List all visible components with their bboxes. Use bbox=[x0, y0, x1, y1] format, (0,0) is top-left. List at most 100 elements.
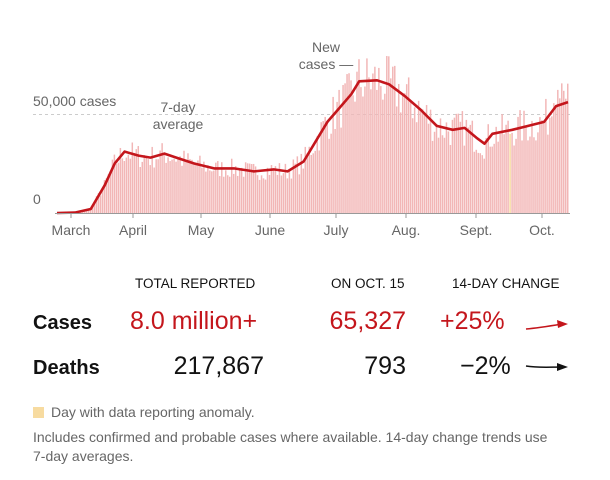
bar-day-216 bbox=[483, 158, 485, 213]
bar-day-152 bbox=[356, 71, 358, 214]
bar-day-22 bbox=[97, 193, 100, 213]
bar-day-244 bbox=[539, 117, 541, 213]
bar-day-98 bbox=[248, 163, 251, 213]
bar-day-86 bbox=[225, 170, 227, 213]
bar-day-154 bbox=[360, 87, 362, 213]
bar-day-21 bbox=[95, 196, 98, 213]
bar-day-77 bbox=[207, 165, 209, 213]
bar-day-90 bbox=[232, 173, 235, 213]
bar-day-59 bbox=[171, 159, 173, 213]
bar-day-196 bbox=[443, 137, 446, 213]
bar-day-16 bbox=[85, 209, 88, 213]
bar-day-126 bbox=[304, 146, 307, 213]
bar-day-223 bbox=[497, 141, 499, 213]
bar-day-142 bbox=[336, 101, 338, 213]
bar-day-63 bbox=[179, 156, 181, 213]
bar-day-170 bbox=[392, 66, 394, 214]
bar-day-83 bbox=[219, 176, 221, 213]
bar-day-105 bbox=[262, 178, 265, 213]
bar-day-91 bbox=[234, 166, 237, 213]
bar-day-82 bbox=[217, 161, 219, 213]
bar-day-17 bbox=[87, 209, 90, 213]
cases-on-date: 65,327 bbox=[329, 307, 406, 335]
bar-day-73 bbox=[199, 155, 201, 213]
bar-day-232 bbox=[515, 138, 517, 213]
bar-day-28 bbox=[109, 170, 112, 213]
annotation-average-1: 7-day bbox=[160, 99, 195, 115]
bar-day-164 bbox=[380, 86, 382, 213]
x-label-july: July bbox=[324, 222, 349, 238]
bar-day-76 bbox=[205, 171, 207, 213]
deaths-trend-arrow-icon bbox=[525, 363, 568, 371]
y-tick-0: 0 bbox=[33, 191, 41, 207]
bar-day-92 bbox=[236, 175, 239, 213]
bar-day-139 bbox=[330, 133, 332, 213]
bar-day-68 bbox=[189, 159, 191, 213]
bar-day-110 bbox=[272, 169, 275, 213]
bar-day-172 bbox=[396, 106, 398, 213]
bar-day-80 bbox=[213, 170, 215, 213]
bar-day-89 bbox=[230, 158, 233, 213]
bar-day-217 bbox=[485, 137, 487, 213]
bar-day-256 bbox=[563, 90, 565, 213]
bar-day-245 bbox=[541, 120, 543, 213]
bar-day-50 bbox=[153, 167, 155, 213]
bar-day-143 bbox=[338, 89, 340, 213]
bar-day-87 bbox=[227, 175, 229, 213]
bar-day-103 bbox=[258, 179, 261, 213]
bar-day-158 bbox=[368, 77, 370, 213]
bar-day-221 bbox=[493, 143, 495, 213]
bar-day-237 bbox=[525, 126, 527, 213]
bar-day-71 bbox=[195, 163, 197, 213]
bar-day-116 bbox=[284, 163, 287, 213]
bar-day-37 bbox=[127, 154, 130, 213]
bar-day-56 bbox=[165, 162, 167, 213]
bar-day-138 bbox=[328, 138, 330, 213]
x-label-sept: Sept. bbox=[460, 222, 493, 238]
bar-day-94 bbox=[240, 167, 243, 213]
bar-day-145 bbox=[342, 84, 344, 213]
bar-day-147 bbox=[346, 74, 348, 213]
bar-day-197 bbox=[445, 122, 448, 213]
bar-day-236 bbox=[523, 110, 525, 213]
bar-day-163 bbox=[378, 67, 380, 213]
bar-day-106 bbox=[264, 179, 267, 213]
bar-day-222 bbox=[495, 126, 497, 213]
bar-day-118 bbox=[288, 170, 291, 213]
bar-day-153 bbox=[358, 59, 360, 213]
bar-day-74 bbox=[201, 167, 203, 213]
bar-day-19 bbox=[91, 205, 94, 213]
bar-day-122 bbox=[296, 156, 299, 213]
bar-day-125 bbox=[302, 168, 305, 213]
bar-day-131 bbox=[314, 150, 316, 213]
bar-day-165 bbox=[382, 99, 384, 213]
bar-day-186 bbox=[423, 113, 426, 213]
bar-day-176 bbox=[403, 93, 406, 213]
anomaly-swatch bbox=[33, 407, 44, 418]
bar-day-208 bbox=[467, 127, 470, 213]
bar-day-184 bbox=[419, 109, 422, 213]
bar-day-156 bbox=[364, 86, 366, 213]
bar-day-192 bbox=[435, 124, 438, 213]
bar-day-207 bbox=[465, 119, 468, 213]
cases-row: Cases 8.0 million+ 65,327 +25% bbox=[0, 306, 610, 340]
bar-day-46 bbox=[145, 156, 147, 213]
annotation-average-2: average bbox=[153, 116, 204, 132]
bar-day-191 bbox=[433, 131, 436, 213]
bar-day-67 bbox=[187, 153, 189, 213]
bar-day-200 bbox=[451, 119, 454, 213]
bar-day-123 bbox=[298, 174, 301, 213]
bar-day-128 bbox=[308, 146, 311, 213]
bar-day-121 bbox=[294, 163, 297, 213]
bar-day-227 bbox=[505, 124, 507, 213]
header-on-date: ON OCT. 15 bbox=[331, 276, 405, 291]
bar-day-70 bbox=[193, 163, 195, 213]
x-label-march: March bbox=[52, 222, 91, 238]
bar-day-55 bbox=[163, 153, 165, 213]
bar-day-231 bbox=[513, 145, 515, 213]
seven-day-average-line bbox=[56, 79, 569, 215]
bar-day-97 bbox=[246, 163, 249, 213]
bar-day-39 bbox=[131, 142, 134, 213]
bar-day-193 bbox=[437, 137, 440, 213]
bar-day-157 bbox=[366, 58, 368, 214]
